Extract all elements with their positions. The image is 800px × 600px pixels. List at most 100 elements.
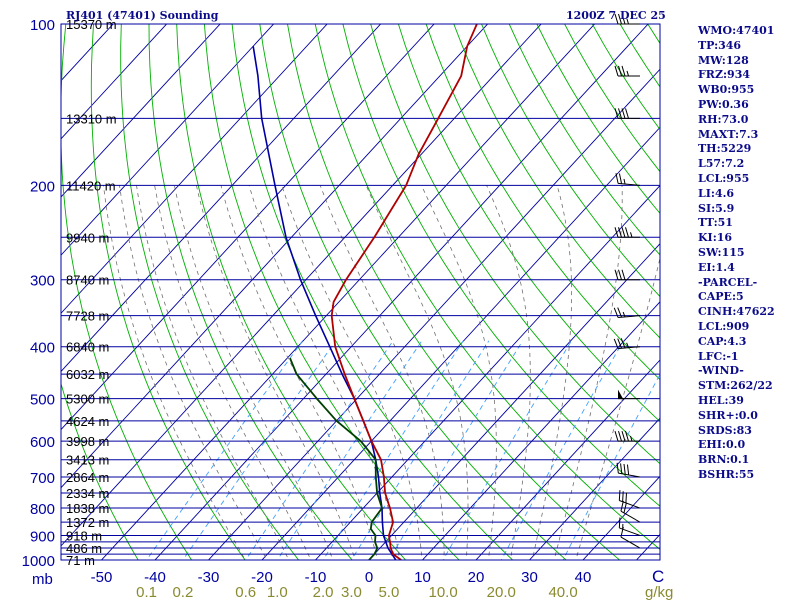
mixing-ratio-tick-label: 10.0 (429, 584, 458, 600)
wind-barb (620, 500, 641, 523)
dry-adiabat-line (397, 24, 660, 423)
isotherm-line (207, 68, 660, 560)
dry-adiabat-line (314, 24, 660, 550)
index-line: SI:5.9 (698, 201, 735, 215)
mixing-ratio-line (276, 340, 423, 560)
mixing-ratio-line (350, 340, 490, 560)
height-label: 71 m (66, 553, 95, 568)
pressure-tick-label: 1000 (22, 553, 55, 570)
dry-adiabat-line (231, 24, 514, 560)
dry-adiabat-line (120, 24, 300, 560)
moist-adiabat-line (119, 185, 268, 560)
moist-adiabat-line (553, 185, 623, 560)
index-line: TP:346 (698, 38, 742, 52)
index-line: CINH:47622 (698, 305, 775, 319)
moist-adiabat-line (196, 185, 356, 560)
dry-adiabat-line (176, 24, 407, 560)
isotherm-line (61, 24, 435, 431)
index-line: LCL:909 (698, 319, 750, 333)
index-line: WMO:47401 (698, 24, 775, 37)
dry-adiabat-line (370, 24, 660, 465)
index-line: WB0:955 (698, 83, 755, 97)
mixing-ratio-tick-label: 20.0 (487, 584, 516, 600)
index-line: STM:262/22 (698, 379, 773, 393)
height-label: 3413 m (66, 453, 109, 468)
index-line: CAP:4.3 (698, 334, 747, 348)
pressure-tick-label: 400 (30, 340, 55, 357)
isotherm-line (61, 24, 542, 547)
mixing-ratio-tick-label: 1.0 (267, 584, 288, 600)
pressure-tick-label: 300 (30, 273, 55, 290)
isotherm-line (61, 24, 489, 489)
mixing-ratio-line (182, 340, 337, 560)
mixing-ratio-tick-label: 0.6 (235, 584, 256, 600)
temperature-tick-label: -20 (251, 569, 273, 586)
isotherm-line (61, 24, 382, 373)
dry-adiabat-line (259, 24, 567, 560)
mixing-ratio-tick-label: 2.0 (313, 584, 334, 600)
pressure-tick-label: 100 (30, 17, 55, 34)
index-line: MW:128 (698, 53, 749, 67)
index-line: L57:7.2 (698, 157, 745, 171)
mixing-ratio-line (146, 340, 303, 560)
mixing-ratio-line (500, 340, 624, 560)
isotherm-line (0, 12, 71, 571)
height-label: 1838 m (66, 501, 109, 516)
dry-adiabat-line (508, 24, 660, 256)
temperature-tick-label: 20 (468, 569, 485, 586)
temperature-tick-label: 10 (414, 569, 431, 586)
wind-barb (613, 338, 641, 350)
pressure-tick-label: 900 (30, 528, 55, 545)
mixing-ratio-tick-label: 5.0 (378, 584, 399, 600)
pressure-tick-label: 500 (30, 392, 55, 409)
index-line: KI:16 (698, 231, 733, 245)
index-line: SHR+:0.0 (698, 408, 758, 422)
height-label: 9940 m (66, 230, 109, 245)
isotherm-line (421, 301, 660, 560)
wind-barb (614, 430, 640, 442)
temperature-tick-label: -10 (305, 569, 327, 586)
index-line: FRZ:934 (698, 68, 751, 82)
isotherm-line (154, 24, 649, 560)
dry-adiabat-line (287, 24, 621, 560)
height-label: 2334 m (66, 486, 109, 501)
moist-adiabat-line (575, 256, 660, 560)
parcel-trace (252, 46, 397, 560)
dewpoint-trace (289, 357, 383, 560)
moist-adiabat-line (365, 185, 469, 560)
wind-barb (618, 490, 641, 509)
moist-adiabat-line (421, 185, 497, 560)
pressure-tick-label: 700 (30, 470, 55, 487)
index-line: -PARCEL- (698, 275, 758, 289)
index-line: TH:5229 (698, 142, 752, 156)
index-line: RH:73.0 (698, 112, 749, 126)
wind-barb (614, 227, 640, 238)
index-line: LFC:-1 (698, 349, 739, 363)
temperature-trace (330, 24, 478, 560)
index-line: EHI:0.0 (698, 438, 746, 452)
isotherm-line (61, 24, 275, 256)
index-line: TT:51 (698, 216, 733, 230)
index-line: MAXT:7.3 (698, 127, 759, 141)
dry-adiabat-line (481, 24, 660, 298)
moist-adiabat-line (248, 185, 401, 560)
isotherm-line (368, 243, 660, 560)
wind-barb (614, 269, 640, 281)
isotherm-line (475, 359, 660, 560)
mixing-ratio-line (245, 340, 394, 560)
mixing-ratio-tick-label: 0.1 (136, 584, 157, 600)
isotherm-line (582, 475, 660, 560)
moist-adiabat-line (174, 185, 334, 560)
height-label: 7728 m (66, 309, 109, 324)
profile-layer (252, 24, 478, 560)
indices-panel: WMO:47401 TP:346 MW:128 FRZ:934 WB0:955 PW:0.… (698, 24, 798, 483)
mixing-ratio-line (388, 340, 524, 560)
wind-barbs (613, 13, 641, 549)
isotherm-line (100, 24, 596, 560)
mixing-ratio-unit-label: g/kg (645, 584, 673, 600)
index-line: HEL:39 (698, 393, 744, 407)
temperature-tick-label: -50 (91, 569, 113, 586)
height-label: 3998 m (66, 434, 109, 449)
temperature-unit-label: C (652, 567, 664, 586)
isotherm-line (528, 417, 660, 560)
